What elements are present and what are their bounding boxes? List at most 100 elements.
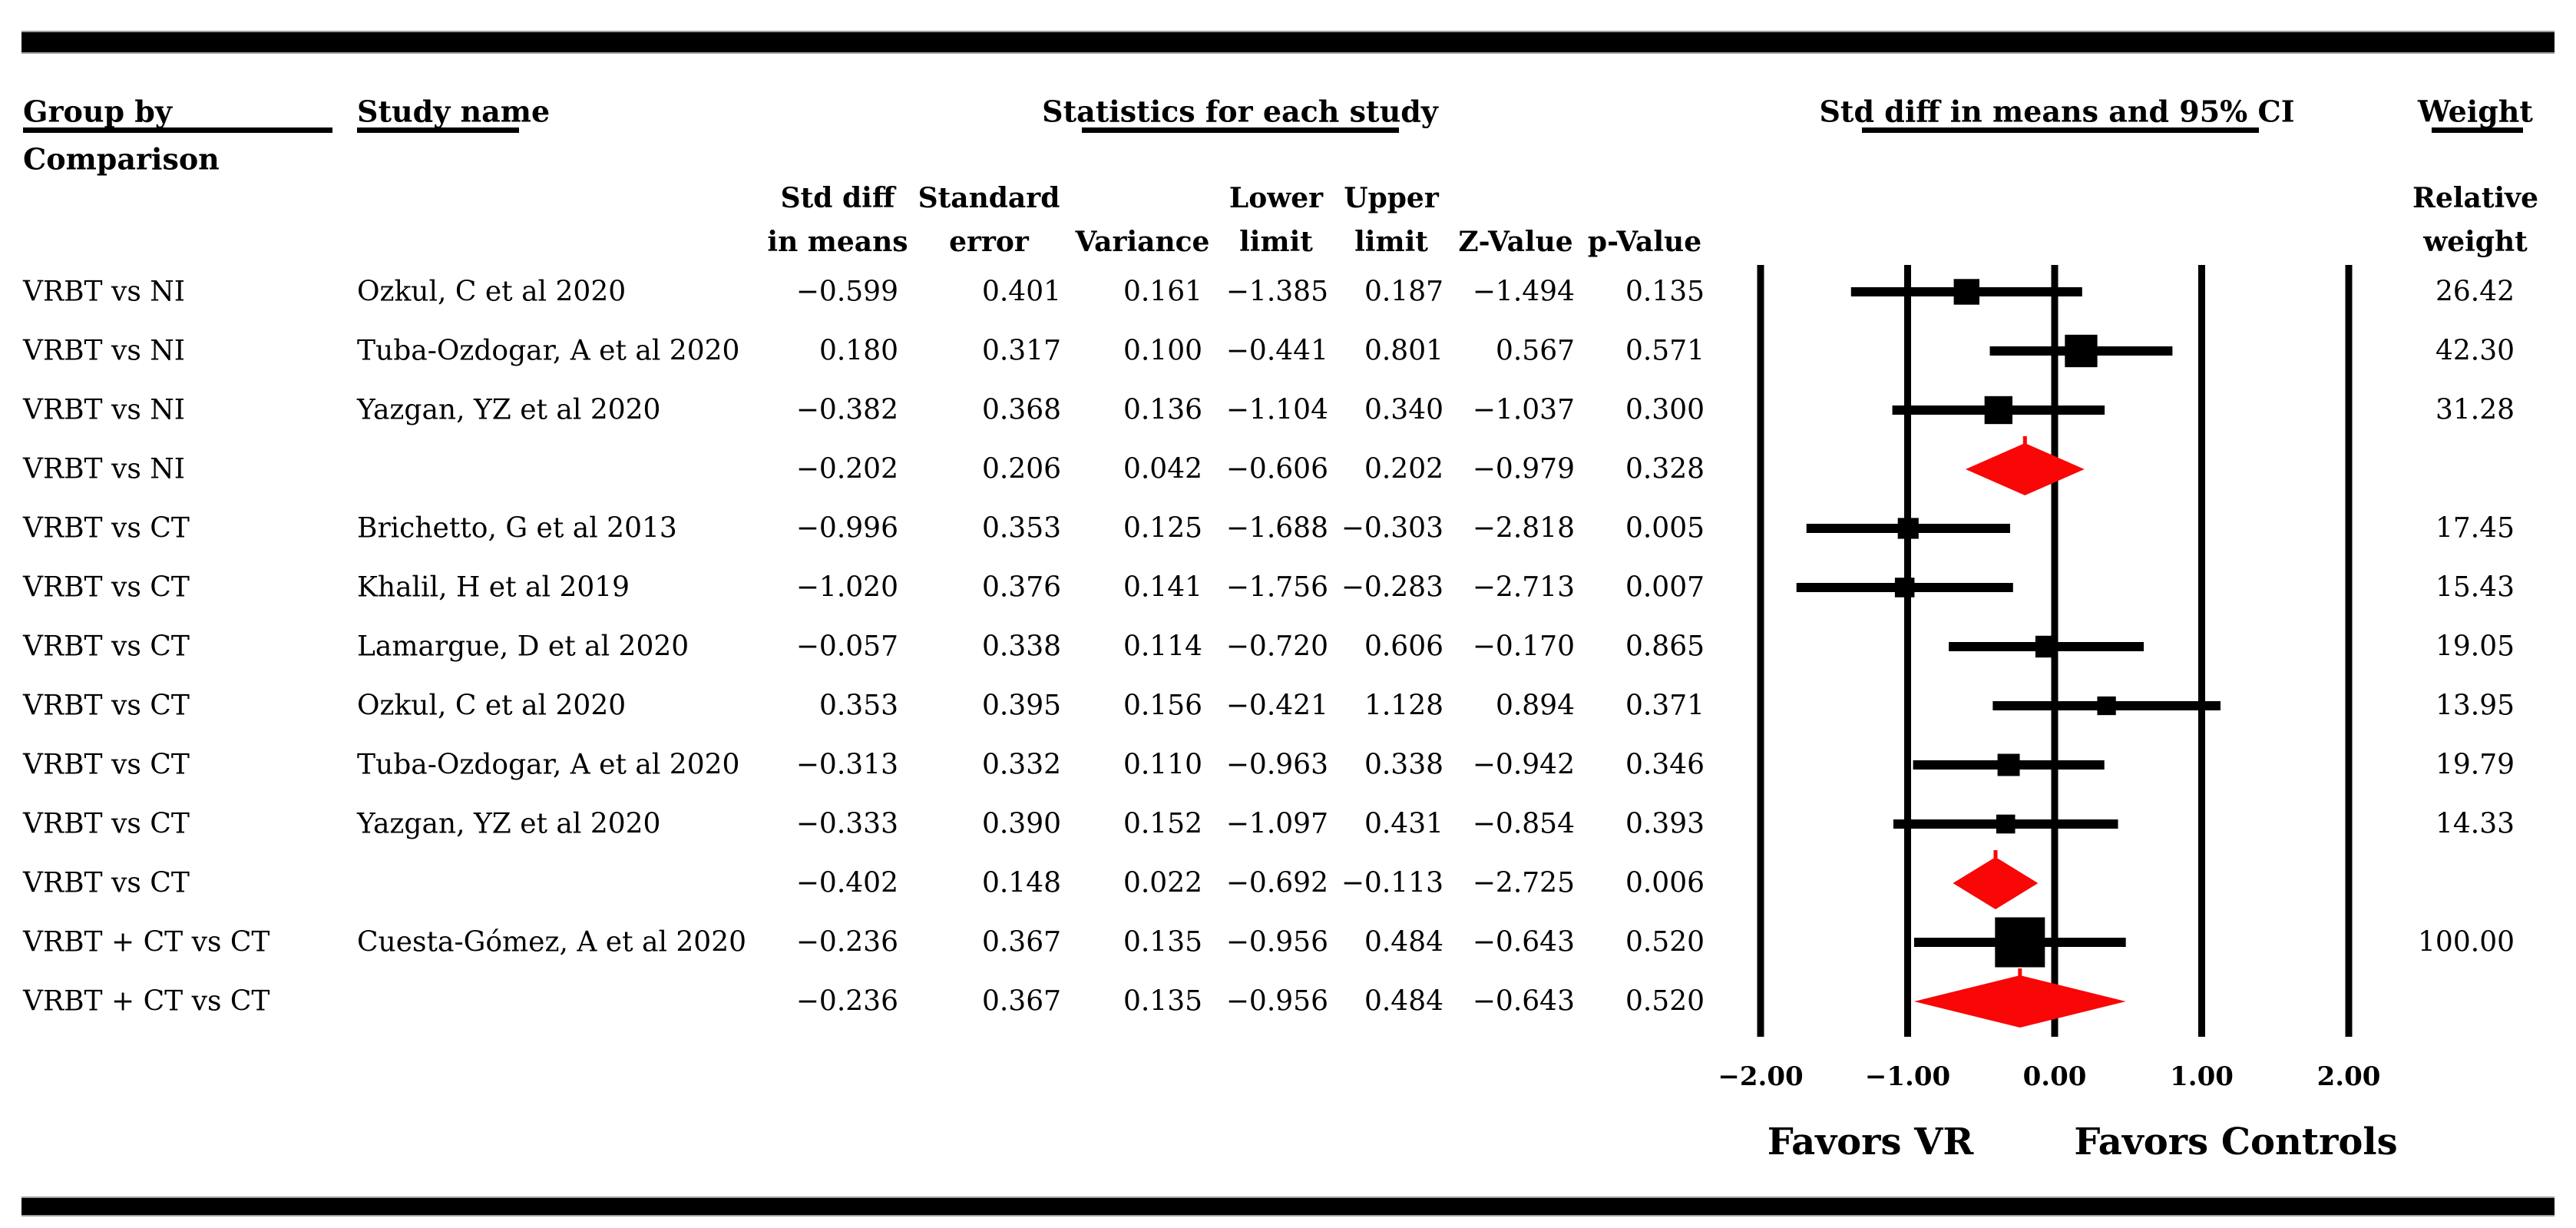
cell-variance: 0.161	[1123, 276, 1202, 308]
cell-weight: 31.28	[2435, 394, 2515, 426]
cell-variance: 0.135	[1123, 985, 1202, 1018]
cell-variance: 0.156	[1123, 690, 1202, 722]
cell-group: VRBT vs NI	[23, 276, 185, 308]
subheader-variance: Variance	[1075, 226, 1210, 258]
cell-std_diff: −0.402	[795, 867, 898, 899]
cell-std_err: 0.353	[981, 512, 1061, 544]
cell-lower: −0.956	[1225, 926, 1328, 958]
study-square	[1995, 917, 2045, 968]
cell-variance: 0.136	[1123, 394, 1202, 426]
cell-upper: 0.187	[1364, 276, 1443, 308]
cell-std_err: 0.338	[981, 631, 1061, 663]
subheader-std-diff-2: in means	[767, 226, 908, 258]
cell-study: Khalil, H et al 2019	[357, 571, 630, 604]
column-header-comparison: Comparison	[23, 141, 220, 177]
column-header-weight: Weight	[2418, 94, 2533, 129]
cell-std_diff: 0.180	[818, 335, 898, 367]
study-square	[1984, 396, 2013, 425]
cell-upper: 1.128	[1364, 690, 1443, 722]
cell-z: −1.494	[1472, 276, 1575, 308]
group-by-underline	[23, 127, 332, 133]
cell-group: VRBT vs CT	[23, 690, 190, 722]
gridline	[1904, 265, 1911, 1037]
cell-std_diff: −0.996	[795, 512, 898, 544]
cell-study: Tuba-Ozdogar, A et al 2020	[357, 335, 740, 367]
subheader-z-value: Z-Value	[1458, 226, 1573, 258]
cell-std_err: 0.390	[981, 808, 1061, 840]
cell-group: VRBT vs CT	[23, 571, 190, 604]
cell-std_err: 0.368	[981, 394, 1061, 426]
weight-underline	[2432, 127, 2523, 133]
cell-weight: 15.43	[2435, 571, 2515, 604]
study-square	[2035, 635, 2058, 658]
cell-p: 0.300	[1625, 394, 1705, 426]
diamond-apex-tick	[2022, 436, 2027, 444]
subheader-relative: Relative	[2412, 182, 2538, 214]
cell-lower: −0.441	[1225, 335, 1328, 367]
cell-std_err: 0.148	[981, 867, 1061, 899]
cell-lower: −0.720	[1225, 631, 1328, 663]
cell-group: VRBT vs CT	[23, 631, 190, 663]
cell-study: Ozkul, C et al 2020	[357, 690, 627, 722]
cell-std_diff: −0.382	[795, 394, 898, 426]
cell-std_err: 0.367	[981, 985, 1061, 1018]
summary-diamond	[1965, 443, 2085, 495]
cell-p: 0.865	[1625, 631, 1705, 663]
x-tick-label: −2.00	[1718, 1061, 1804, 1092]
cell-std_err: 0.317	[981, 335, 1061, 367]
subheader-std-diff-1: Std diff	[780, 182, 895, 214]
plot-title-underline	[1862, 127, 2259, 133]
cell-p: 0.328	[1625, 453, 1705, 485]
x-tick-label: 1.00	[2170, 1061, 2234, 1092]
cell-study: Brichetto, G et al 2013	[357, 512, 677, 544]
subheader-rel-weight: weight	[2423, 226, 2528, 258]
summary-diamond	[1913, 975, 2126, 1028]
cell-std_err: 0.376	[981, 571, 1061, 604]
subheader-std-err-1: Standard	[918, 182, 1060, 214]
cell-std_diff: −0.057	[795, 631, 898, 663]
cell-group: VRBT vs CT	[23, 512, 190, 544]
cell-z: −0.643	[1472, 985, 1575, 1018]
gridline	[2345, 265, 2353, 1037]
study-square	[2065, 334, 2098, 368]
cell-group: VRBT vs CT	[23, 749, 190, 781]
cell-p: 0.135	[1625, 276, 1705, 308]
cell-group: VRBT + CT vs CT	[23, 926, 270, 958]
cell-weight: 26.42	[2435, 276, 2515, 308]
cell-std_err: 0.206	[981, 453, 1061, 485]
subheader-p-value: p-Value	[1587, 226, 1702, 258]
cell-std_diff: 0.353	[818, 690, 898, 722]
cell-p: 0.346	[1625, 749, 1705, 781]
cell-z: −2.713	[1472, 571, 1575, 604]
subheader-upper-2: limit	[1354, 226, 1428, 258]
cell-lower: −0.421	[1225, 690, 1328, 722]
cell-std_diff: −0.333	[795, 808, 898, 840]
cell-lower: −0.963	[1225, 749, 1328, 781]
top-rule	[21, 31, 2555, 54]
x-tick-label: 2.00	[2316, 1061, 2381, 1092]
cell-study: Tuba-Ozdogar, A et al 2020	[357, 749, 740, 781]
cell-p: 0.005	[1625, 512, 1705, 544]
column-header-group-by: Group by	[23, 94, 172, 129]
cell-upper: 0.484	[1364, 926, 1443, 958]
summary-diamond	[1953, 857, 2039, 909]
cell-upper: −0.113	[1341, 867, 1443, 899]
cell-variance: 0.100	[1123, 335, 1202, 367]
cell-z: −0.979	[1472, 453, 1575, 485]
cell-p: 0.520	[1625, 985, 1705, 1018]
cell-group: VRBT vs NI	[23, 394, 185, 426]
cell-std_err: 0.332	[981, 749, 1061, 781]
cell-z: 0.894	[1495, 690, 1575, 722]
subheader-lower-1: Lower	[1228, 182, 1324, 214]
cell-upper: 0.801	[1364, 335, 1443, 367]
cell-z: −1.037	[1472, 394, 1575, 426]
cell-weight: 100.00	[2418, 926, 2515, 958]
cell-std_diff: −0.236	[795, 985, 898, 1018]
cell-std_diff: −0.313	[795, 749, 898, 781]
cell-study: Lamargue, D et al 2020	[357, 631, 689, 663]
cell-variance: 0.042	[1123, 453, 1202, 485]
cell-variance: 0.110	[1123, 749, 1202, 781]
cell-std_diff: −0.236	[795, 926, 898, 958]
column-header-study-name: Study name	[357, 94, 551, 129]
